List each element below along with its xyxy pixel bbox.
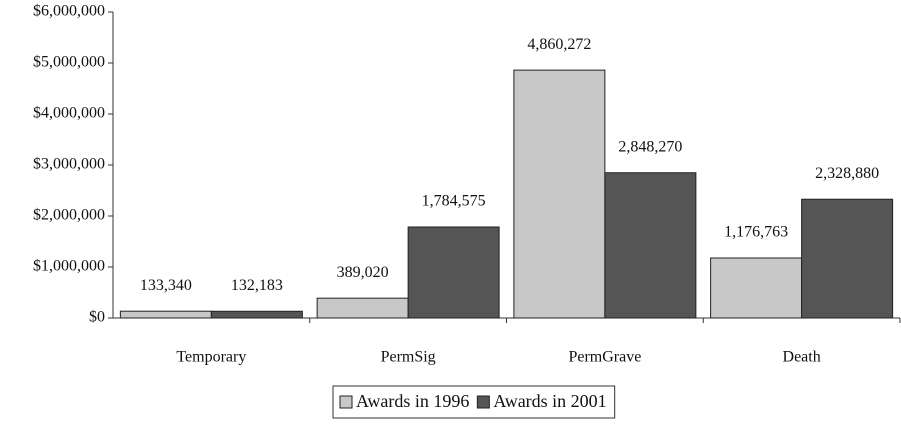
y-tick-label: $4,000,000 <box>33 105 105 122</box>
bar <box>710 257 803 319</box>
y-tick-label: $2,000,000 <box>33 207 105 224</box>
value-label: 132,183 <box>231 277 283 294</box>
value-label: 133,340 <box>140 277 192 294</box>
value-label: 4,860,272 <box>527 36 591 53</box>
bar <box>210 310 303 319</box>
legend-swatch <box>339 395 353 409</box>
bar <box>316 297 409 319</box>
legend-swatch <box>476 395 490 409</box>
y-tick-label: $3,000,000 <box>33 156 105 173</box>
bar <box>604 172 697 319</box>
x-tick-label: Death <box>783 349 821 366</box>
bar <box>119 310 212 319</box>
y-tick-label: $6,000,000 <box>33 3 105 20</box>
x-tick-label: PermSig <box>381 349 436 366</box>
value-label: 2,848,270 <box>618 138 682 155</box>
y-tick-label: $1,000,000 <box>33 258 105 275</box>
bar <box>407 226 500 319</box>
legend-box <box>332 385 616 419</box>
y-tick-label: $5,000,000 <box>33 54 105 71</box>
y-tick-label: $0 <box>89 309 105 326</box>
bar <box>513 69 606 319</box>
x-tick-label: PermGrave <box>568 349 641 366</box>
legend-label: Awards in 1996 <box>356 391 469 411</box>
value-label: 1,784,575 <box>422 193 486 210</box>
bar <box>801 198 894 319</box>
value-label: 1,176,763 <box>724 224 788 241</box>
value-label: 2,328,880 <box>815 165 879 182</box>
legend-label: Awards in 2001 <box>493 391 606 411</box>
value-label: 389,020 <box>337 264 389 281</box>
x-tick-label: Temporary <box>176 349 246 366</box>
